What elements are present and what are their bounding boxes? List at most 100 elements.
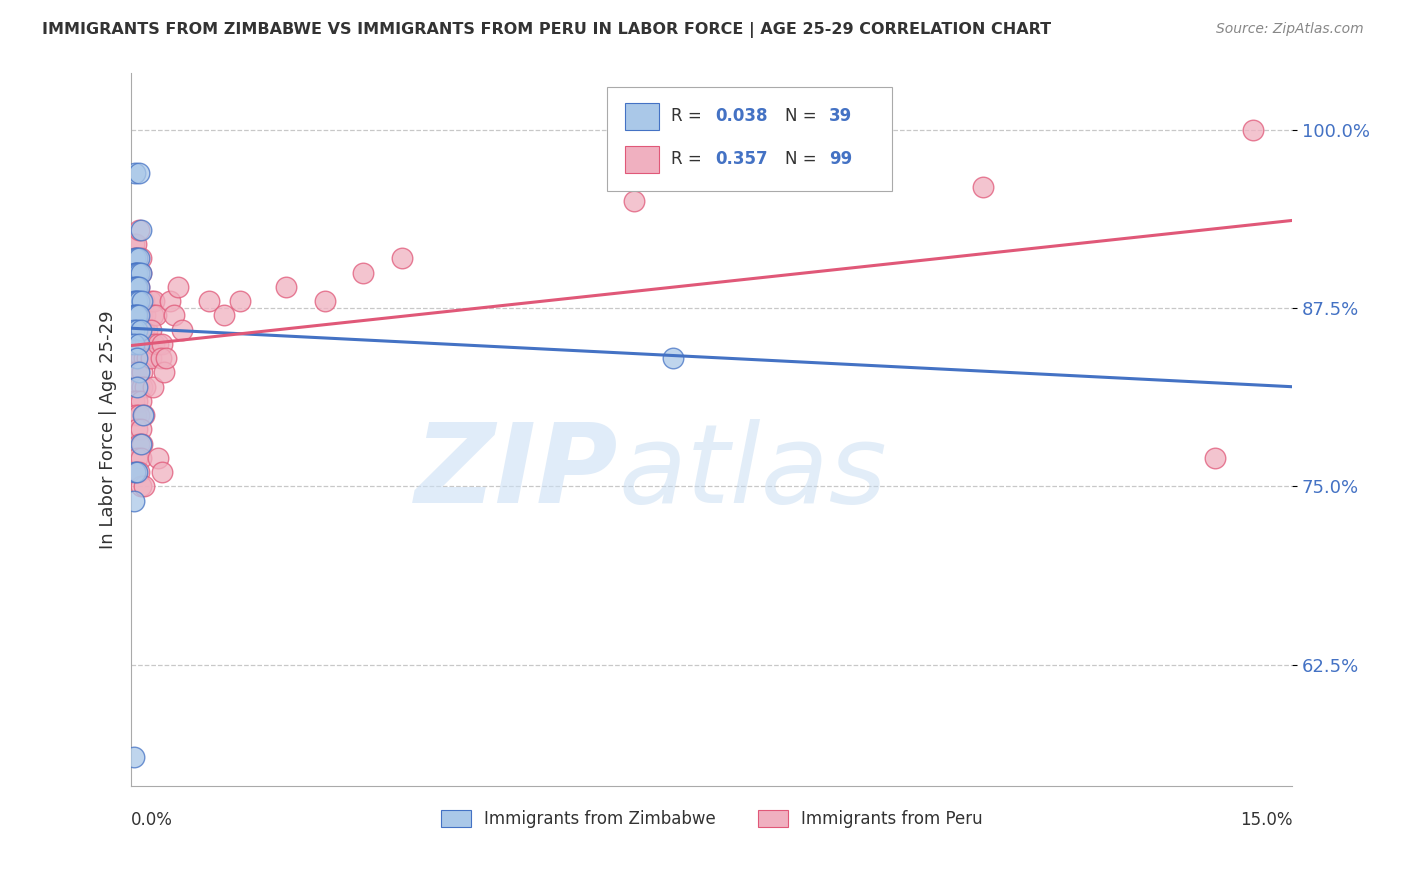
Point — [125, 365, 148, 379]
Point — [127, 309, 149, 323]
Point — [128, 336, 150, 351]
Point — [124, 750, 146, 764]
Point — [136, 336, 159, 351]
Point — [142, 309, 165, 323]
Point — [127, 252, 149, 266]
Text: IMMIGRANTS FROM ZIMBABWE VS IMMIGRANTS FROM PERU IN LABOR FORCE | AGE 25-29 CORR: IMMIGRANTS FROM ZIMBABWE VS IMMIGRANTS F… — [42, 22, 1052, 38]
Point — [972, 180, 994, 194]
Point — [129, 266, 152, 280]
Point — [131, 379, 153, 393]
Legend: Immigrants from Zimbabwe, Immigrants from Peru: Immigrants from Zimbabwe, Immigrants fro… — [434, 803, 990, 835]
Point — [128, 223, 150, 237]
Point — [124, 309, 146, 323]
Bar — [624, 103, 659, 130]
Point — [128, 252, 150, 266]
Point — [127, 294, 149, 309]
Point — [124, 252, 146, 266]
Point — [128, 266, 150, 280]
Point — [129, 351, 152, 365]
Point — [1204, 450, 1226, 465]
Point — [125, 309, 148, 323]
Point — [125, 465, 148, 479]
Point — [135, 322, 157, 336]
Point — [132, 351, 155, 365]
Text: 15.0%: 15.0% — [1240, 811, 1292, 829]
Point — [149, 351, 172, 365]
Point — [125, 351, 148, 365]
Point — [125, 309, 148, 323]
Point — [124, 266, 146, 280]
Point — [163, 309, 186, 323]
Point — [135, 351, 157, 365]
Point — [127, 450, 149, 465]
Point — [124, 465, 146, 479]
Point — [127, 266, 149, 280]
Point — [131, 365, 153, 379]
Point — [314, 294, 336, 309]
Point — [129, 422, 152, 436]
Point — [125, 294, 148, 309]
Point — [128, 309, 150, 323]
Point — [212, 309, 235, 323]
Point — [129, 479, 152, 493]
Point — [127, 309, 149, 323]
Y-axis label: In Labor Force | Age 25-29: In Labor Force | Age 25-29 — [100, 310, 117, 549]
Point — [125, 322, 148, 336]
Point — [129, 294, 152, 309]
Text: N =: N = — [785, 150, 821, 169]
Point — [132, 294, 155, 309]
Point — [132, 408, 155, 422]
Point — [127, 465, 149, 479]
Point — [623, 194, 645, 209]
Point — [197, 294, 219, 309]
Point — [166, 280, 188, 294]
Text: ZIP: ZIP — [415, 418, 619, 525]
Point — [127, 266, 149, 280]
Point — [127, 351, 149, 365]
Point — [124, 294, 146, 309]
Point — [131, 436, 153, 450]
Text: 39: 39 — [830, 107, 852, 126]
Text: atlas: atlas — [619, 418, 887, 525]
Point — [127, 336, 149, 351]
Point — [127, 294, 149, 309]
Point — [128, 436, 150, 450]
Point — [150, 336, 173, 351]
Point — [125, 379, 148, 393]
Point — [145, 309, 167, 323]
Point — [127, 393, 149, 408]
Point — [274, 280, 297, 294]
Point — [134, 309, 156, 323]
Point — [662, 351, 685, 365]
Point — [129, 322, 152, 336]
Point — [124, 166, 146, 180]
Point — [125, 280, 148, 294]
Point — [124, 322, 146, 336]
Point — [125, 266, 148, 280]
Point — [124, 252, 146, 266]
Point — [124, 309, 146, 323]
Point — [139, 294, 162, 309]
Point — [127, 280, 149, 294]
Point — [142, 379, 165, 393]
Point — [124, 493, 146, 508]
Point — [125, 266, 148, 280]
Bar — [624, 145, 659, 173]
Point — [124, 336, 146, 351]
Point — [127, 322, 149, 336]
Point — [124, 336, 146, 351]
Point — [127, 422, 149, 436]
Point — [134, 379, 156, 393]
Text: R =: R = — [671, 150, 707, 169]
Point — [124, 322, 146, 336]
Point — [124, 280, 146, 294]
Point — [128, 294, 150, 309]
Point — [391, 252, 413, 266]
Point — [152, 365, 174, 379]
Point — [1243, 123, 1265, 137]
Point — [129, 450, 152, 465]
Point — [134, 336, 156, 351]
Point — [228, 294, 250, 309]
Point — [155, 351, 177, 365]
Point — [128, 465, 150, 479]
